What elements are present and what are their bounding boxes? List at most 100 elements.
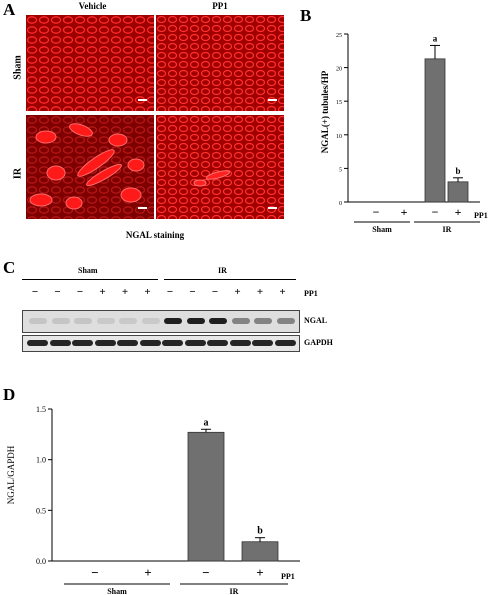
gapdh-band xyxy=(184,340,206,346)
lane-treatment-sign: + xyxy=(144,286,151,298)
gapdh-band xyxy=(94,340,116,346)
ngal-band xyxy=(141,318,160,324)
column-header-pp1: PP1 xyxy=(212,1,228,11)
scale-bar xyxy=(268,207,277,209)
lane-treatment-sign: − xyxy=(76,286,84,298)
gapdh-band xyxy=(207,340,228,346)
gapdh-band xyxy=(27,340,48,346)
panel-d-significance-label: b xyxy=(257,526,263,537)
lane-treatment-sign: + xyxy=(99,286,106,298)
lane-treatment-sign: − xyxy=(31,286,39,298)
gapdh-band xyxy=(49,340,71,346)
panel-c-letter: C xyxy=(3,258,16,277)
panel-b-y-tick-label: 15 xyxy=(336,100,342,106)
ngal-band xyxy=(74,318,92,324)
lane-treatment-sign: + xyxy=(256,286,264,298)
panel-d-treatment-sign: − xyxy=(202,565,209,580)
row-header-sham: Sham xyxy=(12,55,24,80)
panel-d-bars: ab xyxy=(187,417,279,562)
gapdh-band xyxy=(117,340,138,346)
panel-b-y-tick-label: 10 xyxy=(336,134,342,140)
lane-treatment-sign: + xyxy=(121,286,129,298)
panel-d-treatment-sign: + xyxy=(256,565,263,580)
panel-d-group-label: Sham xyxy=(107,587,127,595)
gapdh-band xyxy=(139,340,161,346)
panel-b-bar xyxy=(447,181,469,203)
micrograph-pp1-ir xyxy=(156,115,284,219)
ngal-band xyxy=(51,318,70,324)
panel-b-treatment-sign: − xyxy=(432,205,439,219)
panel-a-letter: A xyxy=(3,0,16,19)
ngal-blot xyxy=(22,310,300,333)
scale-bar xyxy=(138,207,147,209)
gapdh-band xyxy=(72,340,93,346)
ngal-band xyxy=(29,318,47,324)
panel-b-significance-label: a xyxy=(433,33,438,43)
panel-b-y-tick-label: 0 xyxy=(339,201,342,207)
panel-b-axes: 0 5 10 15 20 25 − + − + PP1 Sham IR xyxy=(336,33,488,234)
panel-b-group-label: Sham xyxy=(372,225,392,234)
panel-b-letter: B xyxy=(300,6,312,25)
panel-b-treatment-sign: + xyxy=(401,205,408,219)
ngal-band xyxy=(254,318,272,324)
panel-b-y-tick-label: 25 xyxy=(336,33,342,39)
panel-d-y-axis-label: NGAL/GAPDH xyxy=(6,445,16,504)
panel-a-caption: NGAL staining xyxy=(125,230,185,240)
panel-d-treatment-sign: + xyxy=(144,565,151,580)
panel-b-treatment-sign: − xyxy=(373,205,380,219)
panel-d-treatment-label: PP1 xyxy=(281,572,295,581)
panel-d-group-label: IR xyxy=(230,587,239,595)
panel-b-y-axis-label: NGAL(+) tubules/HP xyxy=(320,70,330,153)
panel-d-y-tick-label: 0.0 xyxy=(36,557,46,566)
micrograph-vehicle-ir xyxy=(26,115,154,219)
blot-group-sham: Sham xyxy=(78,266,98,275)
scale-bar xyxy=(268,99,277,101)
panel-d-y-tick-label: 1.5 xyxy=(36,405,46,414)
panel-d-bar xyxy=(187,431,225,562)
panel-d-significance-label: a xyxy=(204,417,209,428)
lane-treatment-sign: − xyxy=(166,286,174,298)
panel-d-letter: D xyxy=(3,385,16,404)
ngal-band xyxy=(164,318,182,324)
panel-b-bars: ab xyxy=(424,33,469,203)
micrograph-pp1-sham xyxy=(156,15,284,111)
gapdh-band xyxy=(229,340,251,346)
gapdh-band xyxy=(162,340,183,346)
panel-d-y-tick-label: 0.5 xyxy=(36,506,46,515)
lane-treatment-sign: + xyxy=(279,286,286,298)
blot-group-ir: IR xyxy=(218,266,227,275)
gapdh-band xyxy=(252,340,273,346)
ngal-blot-label: NGAL xyxy=(304,316,328,325)
panel-b-treatment-label: PP1 xyxy=(474,211,488,220)
ngal-band xyxy=(119,318,137,324)
blot-group-line-sham xyxy=(22,279,158,280)
panel-b-treatment-sign: + xyxy=(455,205,462,219)
panel-b-y-tick-label: 20 xyxy=(336,67,342,73)
lane-treatment-row: − − − + + + − − − + + + xyxy=(28,286,298,300)
ngal-band xyxy=(209,318,227,324)
lane-treatment-sign: − xyxy=(211,286,219,298)
panel-b-bar xyxy=(424,58,446,203)
blot-treatment-label: PP1 xyxy=(304,289,318,298)
scale-bar xyxy=(138,99,147,101)
panel-d-axes: 0.0 0.5 1.0 1.5 − + − + PP1 Sham IR xyxy=(36,405,300,595)
panel-d-y-tick-label: 1.0 xyxy=(36,456,46,465)
micrograph-vehicle-sham xyxy=(26,15,154,111)
panel-d-bar xyxy=(241,541,279,562)
ngal-band xyxy=(96,318,115,324)
lane-treatment-sign: + xyxy=(234,286,241,298)
gapdh-band xyxy=(274,340,296,346)
lane-treatment-sign: − xyxy=(54,286,61,298)
ngal-band xyxy=(186,318,205,324)
panel-b-significance-label: b xyxy=(455,166,460,176)
lane-treatment-sign: − xyxy=(189,286,196,298)
panel-d-treatment-sign: − xyxy=(91,565,98,580)
ngal-band xyxy=(231,318,250,324)
gapdh-blot-label: GAPDH xyxy=(304,338,333,347)
panel-b-chart: NGAL(+) tubules/HP 0 5 10 15 20 25 − + − + PP1 Sham… xyxy=(320,33,488,234)
row-header-ir: IR xyxy=(12,167,24,180)
column-header-vehicle: Vehicle xyxy=(78,1,107,11)
panel-b-y-tick-label: 5 xyxy=(339,167,342,173)
blot-group-line-ir xyxy=(164,279,296,280)
